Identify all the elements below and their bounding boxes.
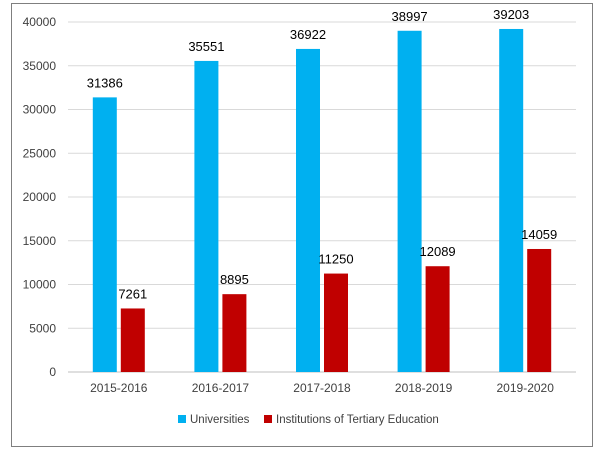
data-label: 14059: [521, 227, 557, 242]
x-tick-label: 2017-2018: [293, 381, 351, 395]
bar-tertiary-institutions: [222, 294, 247, 372]
bar-tertiary-institutions: [425, 266, 450, 372]
bar-universities: [92, 97, 117, 372]
y-tick-label: 5000: [29, 321, 56, 335]
data-label: 7261: [118, 286, 147, 301]
bar-universities: [397, 30, 422, 373]
bar-tertiary-institutions: [120, 308, 145, 372]
data-label: 36922: [290, 27, 326, 42]
data-label: 31386: [87, 75, 123, 90]
legend-label: Institutions of Tertiary Education: [276, 414, 439, 426]
bar-universities: [194, 60, 219, 373]
y-tick-label: 20000: [23, 190, 57, 204]
bar-tertiary-institutions: [324, 273, 348, 372]
y-tick-label: 25000: [23, 146, 57, 160]
x-tick-label: 2015-2016: [90, 381, 148, 395]
y-tick-label: 10000: [23, 278, 57, 292]
y-tick-label: 15000: [23, 234, 57, 248]
data-label: 8895: [220, 272, 249, 287]
y-tick-label: 40000: [23, 15, 57, 29]
legend-swatch: [178, 415, 186, 423]
y-tick-label: 35000: [23, 59, 57, 73]
y-tick-label: 30000: [23, 103, 57, 117]
data-label: 39203: [493, 7, 529, 22]
legend-label: Universities: [190, 414, 250, 426]
x-tick-label: 2016-2017: [192, 381, 250, 395]
data-label: 12089: [420, 244, 456, 259]
bar-universities: [296, 48, 320, 373]
data-label: 38997: [392, 9, 428, 24]
legend-swatch: [264, 415, 272, 423]
bar-universities: [499, 28, 524, 372]
x-tick-label: 2018-2019: [395, 381, 453, 395]
data-label: 11250: [318, 252, 353, 267]
bar-tertiary-institutions: [527, 248, 552, 372]
data-label: 35551: [188, 39, 224, 54]
x-tick-label: 2019-2020: [497, 381, 555, 395]
y-tick-label: 0: [49, 365, 56, 379]
